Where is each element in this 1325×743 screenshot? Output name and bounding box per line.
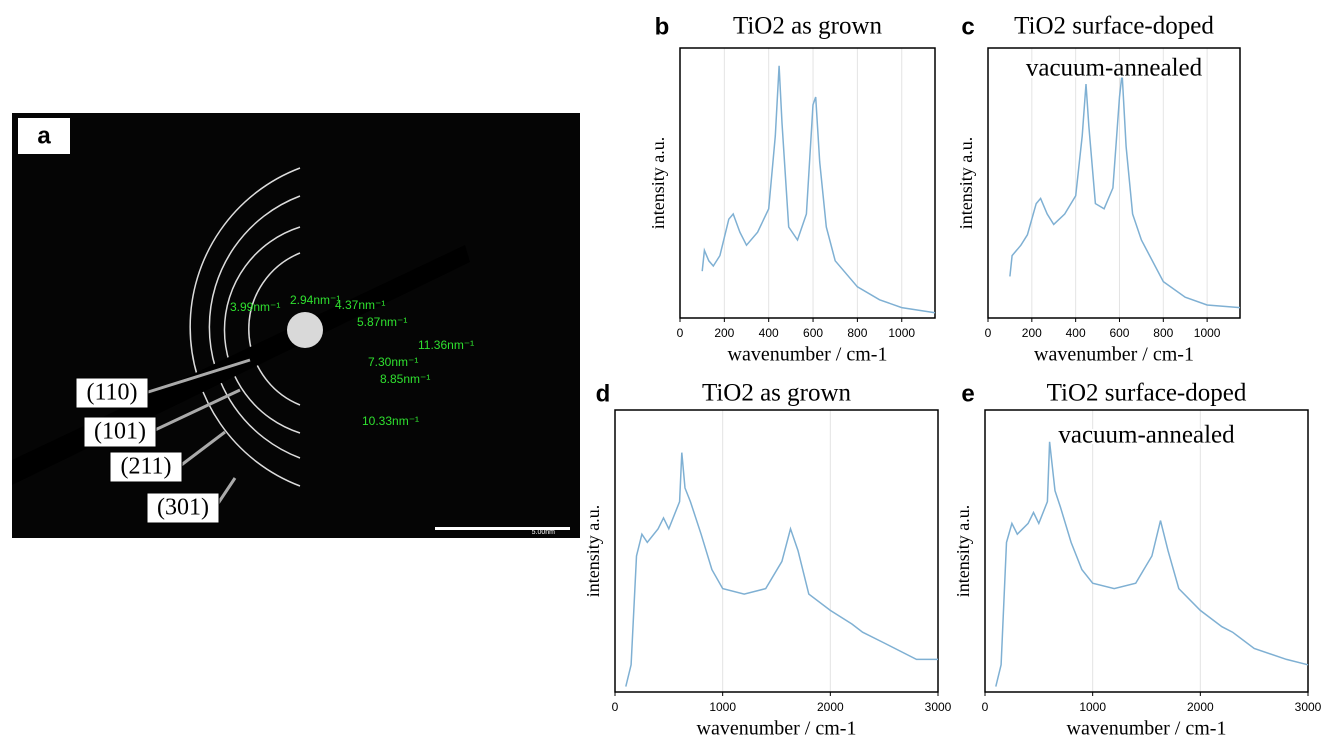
d-spacing-label: 4.37nm⁻¹ (335, 298, 385, 312)
x-axis-label: wavenumber / cm-1 (728, 344, 888, 366)
d-spacing-label: 11.36nm⁻¹ (418, 338, 474, 352)
miller-index-box (83, 416, 157, 448)
x-tick-label: 600 (1109, 326, 1129, 340)
miller-index: (301) (157, 495, 209, 521)
y-axis-label: intensity a.u. (953, 505, 973, 598)
d-spacing-label: 2.94nm⁻¹ (290, 293, 340, 307)
x-tick-label: 800 (847, 326, 867, 340)
spectrum-line (1009, 73, 1241, 309)
x-tick-label: 600 (803, 326, 823, 340)
x-tick-label: 400 (759, 326, 779, 340)
panel-label: d (596, 380, 611, 407)
panel-label: c (961, 13, 974, 40)
chart-subtitle: vacuum-annealed (1058, 422, 1235, 449)
x-axis-label: wavenumber / cm-1 (1034, 344, 1194, 366)
x-tick-label: 400 (1066, 326, 1086, 340)
plot-frame (987, 47, 1241, 319)
x-tick-label: 2000 (817, 700, 844, 714)
chart-title: TiO2 surface-doped (1014, 13, 1214, 40)
panel-label: a (37, 122, 51, 149)
x-tick-label: 0 (985, 326, 992, 340)
miller-index: (110) (86, 380, 137, 406)
chart-title: TiO2 surface-doped (1047, 380, 1247, 407)
miller-index: (211) (120, 454, 171, 480)
panel-label: e (961, 380, 974, 407)
central-spot (287, 312, 323, 348)
chart-title: TiO2 as grown (702, 380, 852, 407)
x-tick-label: 0 (982, 700, 989, 714)
x-axis-label: wavenumber / cm-1 (1067, 718, 1227, 740)
x-tick-label: 1000 (1079, 700, 1106, 714)
diffraction-rings (189, 167, 301, 487)
x-axis-label: wavenumber / cm-1 (697, 718, 857, 740)
d-spacing-label: 8.85nm⁻¹ (380, 372, 430, 386)
y-axis-label: intensity a.u. (956, 137, 976, 230)
x-tick-label: 0 (677, 326, 684, 340)
chart-subtitle: vacuum-annealed (1026, 55, 1203, 82)
x-tick-label: 2000 (1187, 700, 1214, 714)
x-tick-label: 1000 (888, 326, 915, 340)
x-tick-label: 200 (1022, 326, 1042, 340)
miller-index-box (109, 451, 183, 483)
miller-index-box (146, 492, 220, 524)
d-spacing-label: 5.87nm⁻¹ (357, 315, 407, 329)
d-spacing-label: 7.30nm⁻¹ (368, 355, 418, 369)
plot-frame (614, 409, 939, 693)
x-tick-label: 800 (1153, 326, 1173, 340)
chart-title: TiO2 as grown (733, 13, 883, 40)
plot-frame (679, 47, 936, 319)
y-axis-label: intensity a.u. (583, 505, 603, 598)
y-axis-label: intensity a.u. (648, 137, 668, 230)
x-tick-label: 200 (714, 326, 734, 340)
miller-index-box (75, 377, 149, 409)
x-tick-label: 3000 (1295, 700, 1322, 714)
spectrum-line (995, 441, 1309, 687)
spectrum-line (625, 452, 938, 687)
panel-label: b (655, 13, 670, 40)
scale-bar (435, 527, 570, 530)
plot-frame (984, 409, 1309, 693)
x-tick-label: 0 (612, 700, 619, 714)
x-tick-label: 3000 (925, 700, 952, 714)
panel-label-box (18, 118, 70, 154)
spectrum-line (701, 65, 936, 314)
d-spacing-label: 10.33nm⁻¹ (362, 414, 419, 428)
x-tick-label: 1000 (709, 700, 736, 714)
x-tick-label: 1000 (1194, 326, 1221, 340)
scale-bar-label: 5.00nm (532, 529, 556, 536)
d-spacing-label: 3.99nm⁻¹ (230, 300, 280, 314)
miller-index: (101) (94, 419, 146, 445)
